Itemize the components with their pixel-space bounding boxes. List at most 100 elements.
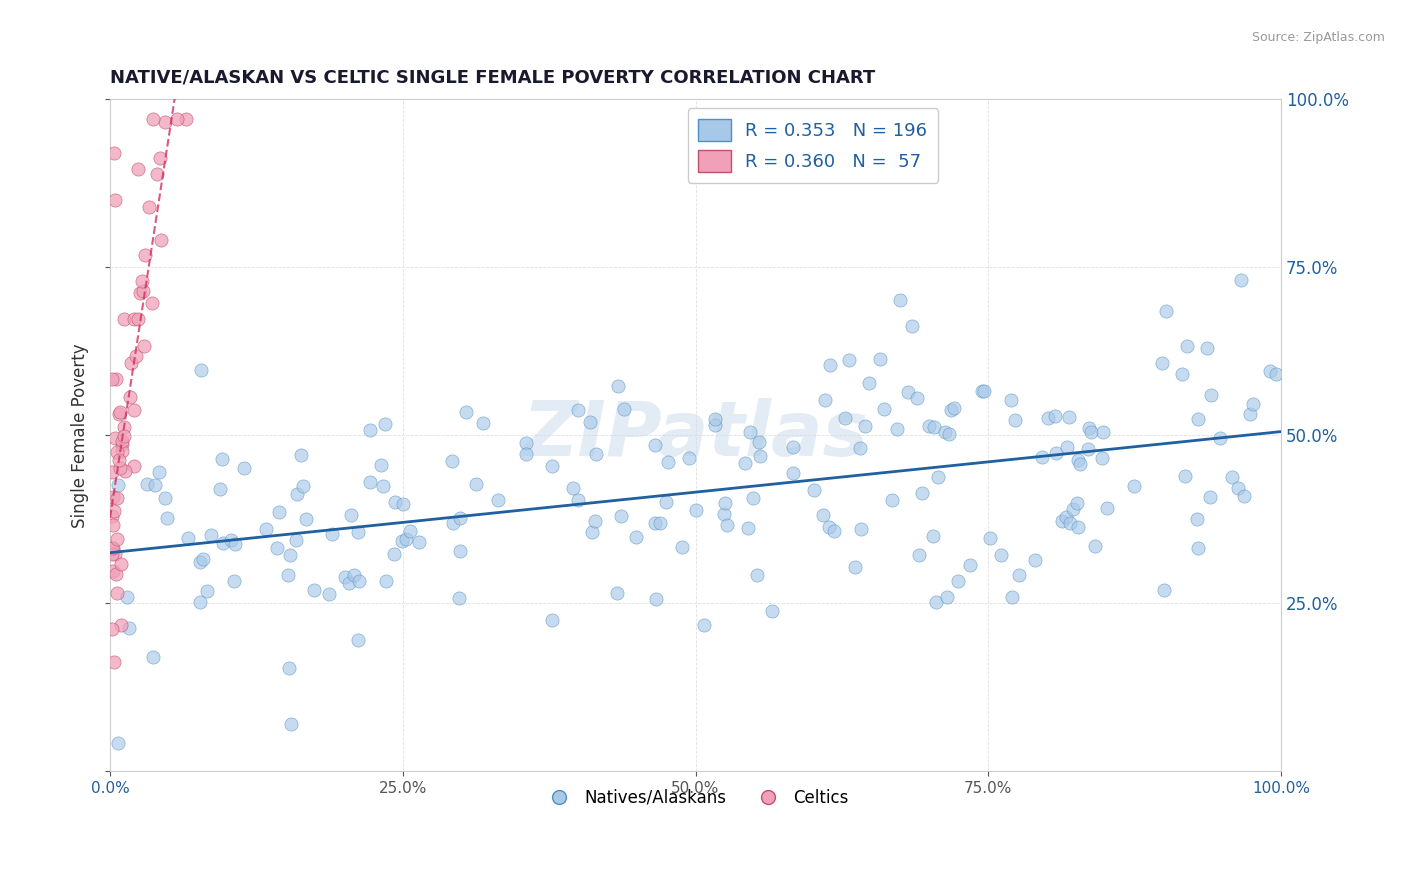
Point [742, 491, 765, 505]
Point [934, 425, 956, 440]
Point [267, 505, 290, 519]
Point [515, 436, 537, 450]
Point [150, 233, 173, 247]
Point [901, 319, 924, 334]
Point [232, 461, 254, 475]
Point [384, 495, 406, 509]
Point [803, 483, 825, 497]
Point [1123, 479, 1146, 493]
Point [671, 540, 693, 554]
Point [678, 450, 700, 465]
Point [1264, 367, 1286, 381]
Point [188, 555, 211, 569]
Point [212, 536, 235, 550]
Point [1043, 409, 1066, 423]
Point [191, 552, 214, 566]
Point [1000, 393, 1022, 408]
Point [122, 458, 145, 473]
Point [146, 167, 169, 181]
Point [101, 541, 124, 555]
Point [644, 438, 666, 452]
Point [104, 566, 127, 581]
Point [254, 522, 277, 536]
Y-axis label: Single Female Poverty: Single Female Poverty [72, 343, 89, 527]
Point [1031, 450, 1053, 464]
Point [869, 352, 891, 367]
Point [1092, 425, 1115, 439]
Point [120, 356, 142, 370]
Point [153, 115, 176, 129]
Point [112, 420, 135, 434]
Point [127, 161, 149, 176]
Point [347, 632, 370, 647]
Point [302, 582, 325, 597]
Point [748, 449, 770, 463]
Point [342, 568, 364, 582]
Point [713, 496, 735, 510]
Point [922, 529, 945, 543]
Point [219, 533, 242, 547]
Point [291, 479, 314, 493]
Point [441, 516, 464, 530]
Point [114, 465, 136, 479]
Point [110, 618, 132, 632]
Point [131, 274, 153, 288]
Point [339, 508, 361, 523]
Point [110, 558, 132, 572]
Point [911, 485, 934, 500]
Point [1066, 496, 1088, 510]
Point [148, 465, 170, 479]
Point [125, 349, 148, 363]
Point [108, 461, 131, 475]
Point [1152, 356, 1174, 370]
Point [134, 247, 156, 261]
Point [117, 621, 139, 635]
Point [382, 547, 405, 561]
Point [101, 547, 124, 561]
Point [1230, 273, 1253, 287]
Text: NATIVE/ALASKAN VS CELTIC SINGLE FEMALE POVERTY CORRELATION CHART: NATIVE/ALASKAN VS CELTIC SINGLE FEMALE P… [110, 69, 876, 87]
Point [105, 532, 128, 546]
Point [120, 390, 142, 404]
Point [190, 363, 212, 377]
Point [541, 458, 564, 473]
Point [359, 475, 381, 489]
Point [449, 511, 471, 525]
Point [1001, 590, 1024, 604]
Point [224, 537, 246, 551]
Point [1220, 469, 1243, 483]
Point [374, 574, 396, 589]
Point [1062, 502, 1084, 516]
Point [153, 491, 176, 506]
Point [567, 493, 589, 508]
Point [613, 402, 636, 417]
Point [290, 449, 312, 463]
Point [108, 405, 131, 419]
Point [1056, 440, 1078, 454]
Point [122, 403, 145, 417]
Point [200, 528, 222, 542]
Point [624, 530, 647, 544]
Point [166, 112, 188, 127]
Point [371, 479, 394, 493]
Point [1054, 509, 1077, 524]
Point [1057, 409, 1080, 424]
Point [693, 617, 716, 632]
Point [1052, 514, 1074, 528]
Point [278, 549, 301, 563]
Point [465, 477, 488, 491]
Point [1233, 489, 1256, 503]
Point [979, 531, 1001, 545]
Point [105, 444, 128, 458]
Point [738, 425, 761, 440]
Point [156, 510, 179, 524]
Point [111, 437, 134, 451]
Point [112, 311, 135, 326]
Point [142, 112, 165, 127]
Point [1197, 341, 1219, 355]
Point [579, 415, 602, 429]
Text: ZIPatlas: ZIPatlas [523, 399, 869, 472]
Legend: Natives/Alaskans, Celtics: Natives/Alaskans, Celtics [536, 782, 855, 814]
Point [1080, 425, 1102, 439]
Point [567, 402, 589, 417]
